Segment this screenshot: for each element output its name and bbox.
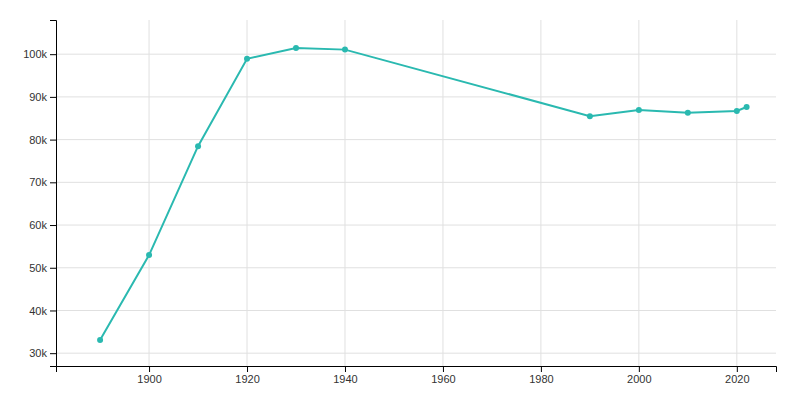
- point: [685, 110, 691, 116]
- x-tick-mark: [345, 366, 346, 372]
- chart: 1900 1920 1940 1960 1980 2000 2020 30k 40k 50k 60k…: [0, 0, 800, 400]
- x-tick-label: 1960: [431, 373, 455, 385]
- y-tick: 70k: [29, 176, 56, 188]
- y-tick-label: 100k: [23, 48, 47, 60]
- x-tick-label: 1980: [529, 373, 553, 385]
- y-tick: 100k: [23, 48, 56, 60]
- x-tick: 1940: [333, 366, 357, 385]
- x-tick: 1920: [235, 366, 259, 385]
- x-tick: 2020: [725, 366, 749, 385]
- grid-line: [442, 20, 443, 366]
- x-tick-label: 1920: [235, 373, 259, 385]
- x-tick-mark: [149, 366, 150, 372]
- grid-line: [56, 54, 776, 55]
- point: [244, 56, 250, 62]
- grid-line: [638, 20, 639, 366]
- y-tick-mark: [50, 268, 56, 269]
- x-tick-mark: [737, 366, 738, 372]
- y-tick-label: 30k: [29, 347, 47, 359]
- y-tick: 80k: [29, 134, 56, 146]
- x-axis: 1900 1920 1940 1960 1980 2000 2020: [57, 366, 777, 385]
- grid-line: [736, 20, 737, 366]
- grid-line: [56, 96, 776, 97]
- y-tick: 50k: [29, 262, 56, 274]
- grid-line: [56, 182, 776, 183]
- x-tick-label: 1940: [333, 373, 357, 385]
- y-tick-mark: [50, 353, 56, 354]
- y-tick: 30k: [29, 347, 56, 359]
- series: [97, 45, 750, 343]
- point: [587, 113, 593, 119]
- grid-line: [56, 225, 776, 226]
- x-tick-label: 2020: [725, 373, 749, 385]
- x-tick-mark: [639, 366, 640, 372]
- y-axis-line: [50, 21, 57, 367]
- y-tick-label: 90k: [29, 91, 47, 103]
- line: [100, 48, 747, 340]
- grid-line: [247, 20, 248, 366]
- y-tick: 60k: [29, 219, 56, 231]
- x-tick-mark: [443, 366, 444, 372]
- y-tick-label: 60k: [29, 219, 47, 231]
- y-tick-label: 50k: [29, 262, 47, 274]
- point: [636, 107, 642, 113]
- y-axis: 30k 40k 50k 60k 70k 80k 90k 100k: [23, 21, 56, 367]
- grid-line: [56, 310, 776, 311]
- y-tick-mark: [50, 225, 56, 226]
- x-tick: 1960: [431, 366, 455, 385]
- grid-line: [56, 267, 776, 268]
- point: [342, 47, 348, 53]
- y-tick: 90k: [29, 91, 56, 103]
- grid-line: [540, 20, 541, 366]
- y-tick-mark: [50, 182, 56, 183]
- y-tick: 40k: [29, 304, 56, 316]
- point: [97, 337, 103, 343]
- y-tick-mark: [50, 54, 56, 55]
- grid-line: [56, 139, 776, 140]
- x-tick: 2000: [627, 366, 651, 385]
- point: [734, 108, 740, 114]
- plot: 1900 1920 1940 1960 1980 2000 2020 30k 40k 50k 60k…: [23, 20, 776, 385]
- x-tick-label: 2000: [627, 373, 651, 385]
- y-tick-label: 40k: [29, 304, 47, 316]
- x-axis-line: [57, 367, 777, 373]
- point: [744, 104, 750, 110]
- point: [146, 252, 152, 258]
- x-tick-mark: [247, 366, 248, 372]
- grid: [56, 20, 776, 366]
- grid-line: [344, 20, 345, 366]
- x-tick: 1900: [137, 366, 161, 385]
- point: [293, 45, 299, 51]
- y-tick-mark: [50, 140, 56, 141]
- x-tick-mark: [541, 366, 542, 372]
- x-tick: 1980: [529, 366, 553, 385]
- grid-line: [56, 353, 776, 354]
- grid-line: [149, 20, 150, 366]
- x-tick-label: 1900: [137, 373, 161, 385]
- y-tick-mark: [50, 97, 56, 98]
- point: [195, 143, 201, 149]
- y-tick-label: 80k: [29, 134, 47, 146]
- y-tick-label: 70k: [29, 176, 47, 188]
- y-tick-mark: [50, 310, 56, 311]
